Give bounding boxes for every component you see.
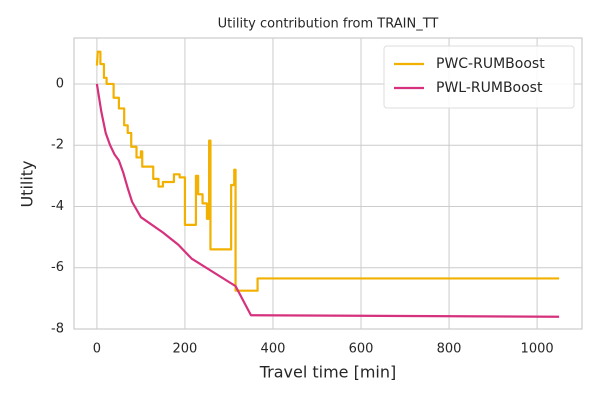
x-axis-label: Travel time [min] <box>259 363 397 382</box>
y-tick-label: 0 <box>56 76 64 91</box>
y-tick-label: -2 <box>51 138 64 153</box>
x-tick-label: 200 <box>173 342 198 357</box>
legend-box <box>383 45 575 109</box>
y-tick-label: -4 <box>51 199 64 214</box>
legend-label: PWL-RUMBoost <box>436 80 543 96</box>
legend-label: PWC-RUMBoost <box>436 56 545 72</box>
series-line <box>95 50 560 292</box>
plot-frame <box>73 37 583 330</box>
x-tick-label: 600 <box>349 342 374 357</box>
y-axis-label: Utility <box>18 160 37 207</box>
x-tick-label: 400 <box>261 342 286 357</box>
x-tick-label: 1000 <box>521 342 554 357</box>
x-tick-label: 0 <box>93 342 101 357</box>
series-line <box>95 83 560 318</box>
y-tick-label: -6 <box>51 260 64 275</box>
legend: PWC-RUMBoost PWL-RUMBoost <box>383 45 575 109</box>
x-tick-label: 800 <box>437 342 462 357</box>
chart-title: Utility contribution from TRAIN_TT <box>218 17 439 32</box>
y-tick-label: -8 <box>51 322 64 337</box>
